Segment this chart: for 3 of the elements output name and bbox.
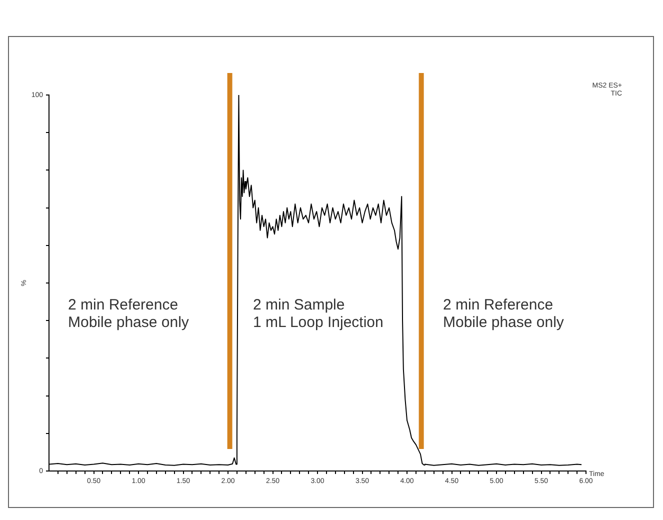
annotation: 2 min Sample 1 mL Loop Injection bbox=[253, 296, 384, 331]
annotation: 2 min Reference Mobile phase only bbox=[68, 296, 190, 331]
annotation: 2 min Reference Mobile phase only bbox=[443, 296, 564, 331]
